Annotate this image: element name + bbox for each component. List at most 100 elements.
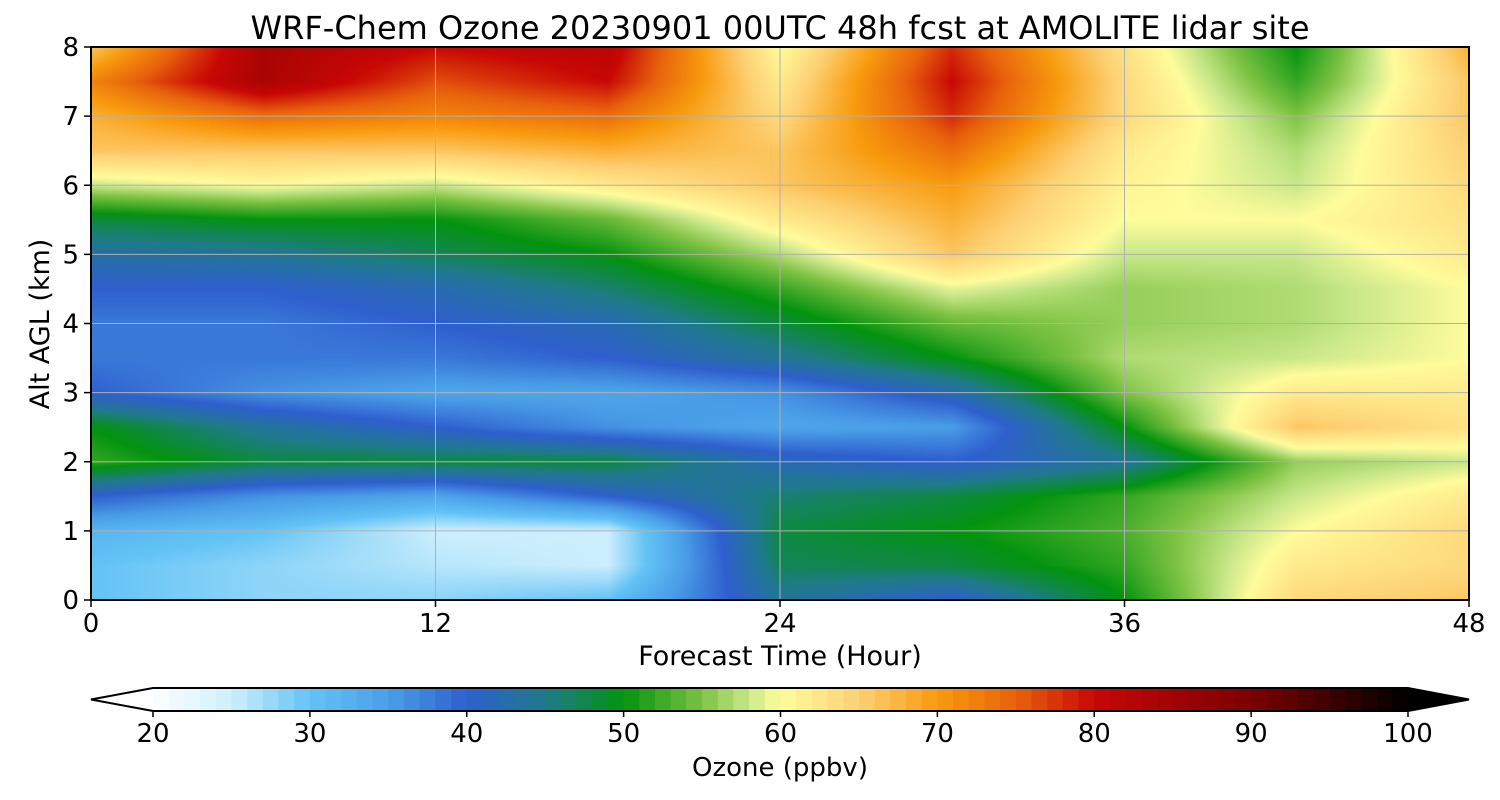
colorbar-tick-label: 40 <box>450 719 483 749</box>
colorbar-segment <box>921 688 938 711</box>
colorbar-segment <box>1141 688 1158 711</box>
colorbar-segment <box>388 688 405 711</box>
colorbar-segment <box>1313 688 1331 711</box>
colorbar-segment <box>168 688 185 711</box>
colorbar-segment <box>325 688 342 711</box>
colorbar-segment <box>1188 688 1205 711</box>
colorbar-extend-min <box>91 688 153 711</box>
colorbar-segment <box>1329 688 1346 711</box>
x-tick-label: 36 <box>1108 609 1141 639</box>
colorbar-segment <box>294 688 311 711</box>
colorbar-segment <box>890 688 907 711</box>
chart-title: WRF-Chem Ozone 20230901 00UTC 48h fcst a… <box>250 9 1309 47</box>
colorbar-segment <box>247 688 264 711</box>
colorbar-segment <box>827 688 844 711</box>
colorbar-segment <box>153 688 170 711</box>
colorbar-segment <box>1360 688 1378 711</box>
colorbar-segment <box>764 688 782 711</box>
colorbar-extend-max <box>1408 688 1469 711</box>
colorbar-segment <box>1172 688 1189 711</box>
colorbar-segment <box>937 688 954 711</box>
colorbar-tick-label: 100 <box>1383 719 1433 749</box>
y-tick-label: 7 <box>62 102 79 132</box>
colorbar-segment <box>1031 688 1048 711</box>
colorbar-segment <box>1219 688 1237 711</box>
colorbar-segment <box>576 688 593 711</box>
colorbar-segment <box>1266 688 1284 711</box>
colorbar-segment <box>1376 688 1393 711</box>
x-axis: 0 12 24 36 48 <box>83 600 1486 639</box>
colorbar-tick-label: 60 <box>764 719 797 749</box>
colorbar-segment <box>560 688 578 711</box>
colorbar-segment <box>874 688 891 711</box>
colorbar-ticks: 20 30 40 50 60 70 80 90 100 <box>136 711 1433 749</box>
colorbar-segment <box>639 688 656 711</box>
colorbar-segment <box>404 688 421 711</box>
colorbar-segment <box>513 688 531 711</box>
colorbar-segment <box>906 688 923 711</box>
y-tick-label: 0 <box>62 586 79 616</box>
colorbar-segment <box>1235 688 1252 711</box>
colorbar-segment <box>200 688 217 711</box>
colorbar <box>90 687 1470 712</box>
colorbar-tick-label: 90 <box>1235 719 1268 749</box>
y-tick-label: 8 <box>62 33 79 63</box>
colorbar-segment <box>1062 688 1080 711</box>
colorbar-segment <box>623 688 640 711</box>
x-tick-label: 12 <box>419 609 452 639</box>
x-tick-label: 48 <box>1452 609 1485 639</box>
colorbar-segment <box>843 688 860 711</box>
y-tick-label: 1 <box>62 517 79 547</box>
colorbar-segment <box>215 688 233 711</box>
colorbar-segment <box>1392 688 1409 711</box>
colorbar-segment <box>498 688 515 711</box>
colorbar-segment <box>796 688 813 711</box>
colorbar-segment <box>592 688 609 711</box>
colorbar-segment <box>968 688 986 711</box>
colorbar-segment <box>780 688 797 711</box>
y-axis-label: Alt AGL (km) <box>25 239 56 410</box>
y-tick-label: 6 <box>62 171 79 201</box>
colorbar-segment <box>309 688 327 711</box>
y-tick-label: 2 <box>62 448 79 478</box>
colorbar-segment <box>1094 688 1111 711</box>
colorbar-segment <box>655 688 672 711</box>
colorbar-segment <box>733 688 750 711</box>
colorbar-tick-label: 20 <box>136 719 169 749</box>
colorbar-segment <box>670 688 687 711</box>
y-tick-label: 5 <box>62 240 79 270</box>
colorbar-tick-label: 30 <box>293 719 326 749</box>
colorbar-segment <box>984 688 1001 711</box>
colorbar-segment <box>184 688 201 711</box>
colorbar-segment <box>419 688 436 711</box>
colorbar-segment <box>858 688 876 711</box>
colorbar-segment <box>466 688 484 711</box>
colorbar-segment <box>702 688 719 711</box>
y-tick-label: 4 <box>62 310 79 340</box>
colorbar-segment <box>1345 688 1362 711</box>
colorbar-segment <box>1078 688 1095 711</box>
colorbar-segment <box>545 688 562 711</box>
colorbar-segment <box>482 688 499 711</box>
colorbar-segment <box>1204 688 1221 711</box>
colorbar-label: Ozone (ppbv) <box>692 753 868 783</box>
colorbar-segment <box>435 688 452 711</box>
colorbar-segment <box>1157 688 1174 711</box>
colorbar-segment <box>686 688 703 711</box>
colorbar-tick-label: 80 <box>1078 719 1111 749</box>
colorbar-segment <box>717 688 735 711</box>
colorbar-segment <box>231 688 248 711</box>
colorbar-segment <box>953 688 970 711</box>
y-axis: 0 1 2 3 4 5 6 7 8 <box>62 33 91 616</box>
colorbar-tick-label: 70 <box>921 719 954 749</box>
colorbar-segment <box>1015 688 1033 711</box>
x-axis-label: Forecast Time (Hour) <box>638 641 922 672</box>
colorbar-segment <box>278 688 295 711</box>
colorbar-segment <box>341 688 358 711</box>
colorbar-segment <box>1047 688 1064 711</box>
colorbar-segment <box>1282 688 1299 711</box>
colorbar-segment <box>262 688 280 711</box>
colorbar-segment <box>1298 688 1315 711</box>
colorbar-segment <box>607 688 625 711</box>
